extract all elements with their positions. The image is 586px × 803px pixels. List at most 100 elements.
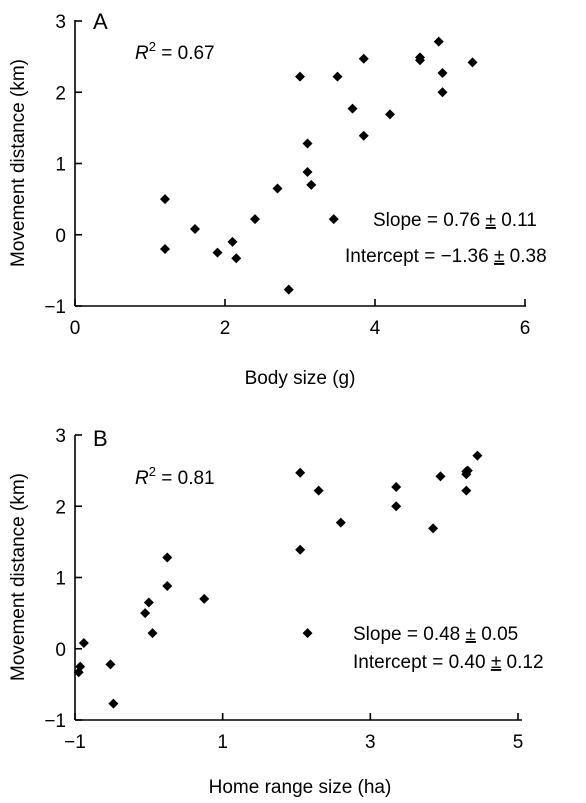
data-point-marker <box>212 247 223 258</box>
intercept-err: 0.38 <box>504 246 546 267</box>
x-tick-label: 5 <box>513 732 524 753</box>
y-tick-label: 3 <box>55 12 66 33</box>
data-point-marker <box>462 465 473 476</box>
data-point-marker <box>190 224 200 235</box>
data-point-marker <box>295 467 306 478</box>
data-point-marker <box>472 450 483 461</box>
data-point-marker <box>75 661 86 672</box>
x-ticks: 0 2 4 6 <box>70 299 531 339</box>
data-point-marker <box>302 167 313 178</box>
slope-annotation: Slope = 0.48 ± 0.05 <box>353 624 518 645</box>
data-point-marker <box>358 130 369 141</box>
r-symbol: R <box>135 43 149 64</box>
data-point-marker <box>313 485 324 496</box>
intercept-pm: ± <box>491 652 501 673</box>
panel-label: A <box>93 9 108 34</box>
intercept-text: Intercept = 0.40 <box>353 652 491 673</box>
intercept-annotation: Intercept = 0.40 ± 0.12 <box>353 652 544 673</box>
intercept-err: 0.12 <box>501 652 543 673</box>
data-point-marker <box>160 244 170 254</box>
x-ticks: −1 1 3 5 <box>64 713 523 753</box>
data-point-marker <box>347 103 358 114</box>
y-tick-label: 0 <box>55 640 66 661</box>
data-points <box>160 36 478 295</box>
intercept-text: Intercept = −1.36 <box>345 246 494 267</box>
data-point-marker <box>306 179 317 190</box>
data-point-marker <box>428 523 439 534</box>
r-squared-annotation: R2 = 0.81 <box>135 464 215 489</box>
y-tick-label: 0 <box>55 226 66 247</box>
slope-pm: ± <box>466 624 476 645</box>
data-point-marker <box>272 183 283 194</box>
data-point-marker <box>78 638 89 649</box>
data-points <box>73 450 483 709</box>
data-point-marker <box>415 55 425 66</box>
panel-label: B <box>93 426 108 451</box>
y-tick-label: −1 <box>44 297 66 318</box>
intercept-annotation: Intercept = −1.36 ± 0.38 <box>345 246 547 267</box>
data-point-marker <box>231 253 242 264</box>
x-tick-label: 3 <box>365 732 376 753</box>
data-point-marker <box>302 138 313 149</box>
y-tick-label: 1 <box>55 155 66 176</box>
data-point-marker <box>199 593 210 604</box>
y-ticks: −1 0 1 2 3 <box>44 426 82 732</box>
data-point-marker <box>140 608 151 619</box>
slope-err: 0.11 <box>496 210 537 231</box>
data-point-marker <box>162 581 173 592</box>
data-point-marker <box>147 628 158 639</box>
r-squared-value: = 0.81 <box>156 468 215 489</box>
data-point-marker <box>461 485 472 496</box>
x-tick-label: 1 <box>217 732 228 753</box>
x-axis-title: Home range size (ha) <box>209 777 392 798</box>
data-point-marker <box>295 71 305 82</box>
r-squared-value: = 0.67 <box>156 43 215 64</box>
data-point-marker <box>160 194 170 205</box>
data-point-marker <box>385 109 395 120</box>
data-point-marker <box>391 501 402 512</box>
y-tick-label: −1 <box>44 711 66 732</box>
data-point-marker <box>105 659 116 670</box>
data-point-marker <box>332 71 343 82</box>
x-tick-label: 6 <box>520 318 531 339</box>
data-point-marker <box>391 482 402 493</box>
data-point-marker <box>143 597 154 608</box>
x-tick-label: 0 <box>70 318 81 339</box>
y-tick-label: 1 <box>55 569 66 590</box>
slope-text: Slope = 0.76 <box>373 210 486 231</box>
data-point-marker <box>437 68 448 79</box>
x-axis-title: Body size (g) <box>245 368 356 389</box>
data-point-marker <box>467 57 478 68</box>
r-symbol: R <box>135 468 149 489</box>
y-tick-label: 2 <box>55 497 66 518</box>
slope-text: Slope = 0.48 <box>353 624 466 645</box>
data-point-marker <box>162 552 173 563</box>
data-point-marker <box>295 544 306 555</box>
y-tick-label: 2 <box>55 83 66 104</box>
slope-err: 0.05 <box>476 624 518 645</box>
data-point-marker <box>250 214 260 225</box>
y-axis-title: Movement distance (km) <box>8 473 29 681</box>
data-point-marker <box>283 284 294 295</box>
x-tick-label: 2 <box>220 318 231 339</box>
x-tick-label: −1 <box>64 732 86 753</box>
r-squared-annotation: R2 = 0.67 <box>135 39 215 64</box>
r-exponent: 2 <box>149 464 156 479</box>
data-point-marker <box>302 628 313 639</box>
r-exponent: 2 <box>149 39 156 54</box>
data-point-marker <box>433 36 444 47</box>
intercept-pm: ± <box>494 246 504 267</box>
data-point-marker <box>227 236 238 247</box>
y-ticks: −1 0 1 2 3 <box>44 12 82 318</box>
data-point-marker <box>335 517 346 528</box>
slope-pm: ± <box>486 210 496 231</box>
y-tick-label: 3 <box>55 426 66 447</box>
slope-annotation: Slope = 0.76 ± 0.11 <box>373 210 537 231</box>
x-tick-label: 4 <box>370 318 381 339</box>
y-axis-title: Movement distance (km) <box>8 59 29 267</box>
data-point-marker <box>328 214 339 225</box>
data-point-marker <box>437 87 448 98</box>
